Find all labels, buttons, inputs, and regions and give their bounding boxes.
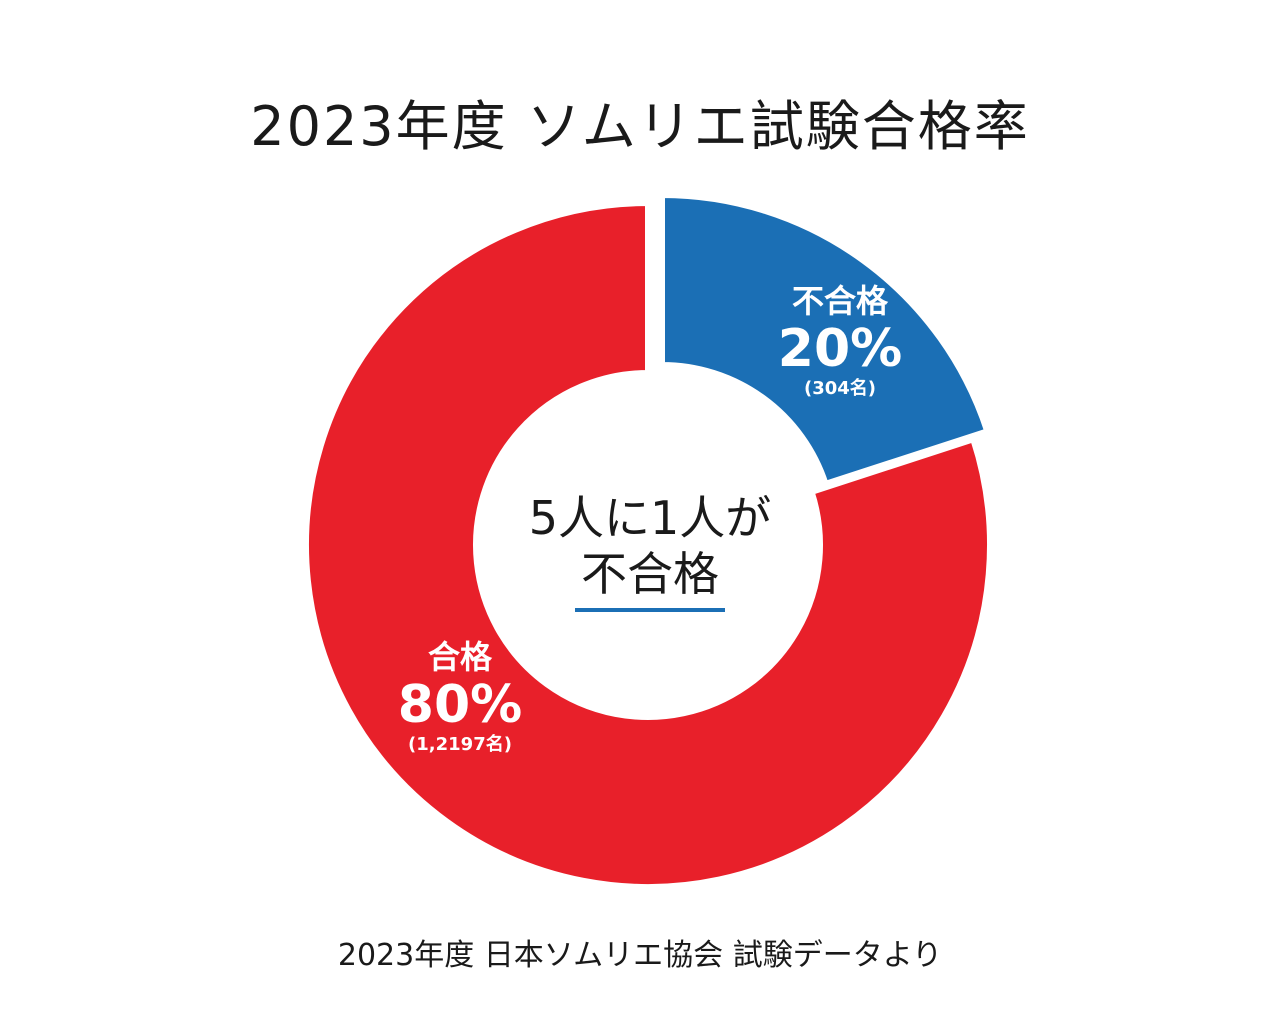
donut-slice-fail <box>659 191 992 488</box>
source-note: 2023年度 日本ソムリエ協会 試験データより <box>337 938 943 973</box>
slice-label-name: 合格 <box>427 638 492 676</box>
center-label-line2: 不合格 <box>575 546 725 612</box>
center-label-line1: 5人に1人が <box>528 491 772 545</box>
slice-label-fail: 不合格 20% (304名) <box>755 282 925 400</box>
chart-title: 2023年度 ソムリエ試験合格率 <box>250 95 1030 158</box>
slice-label-pass: 合格 80% (1,2197名) <box>375 638 545 756</box>
slice-label-name: 不合格 <box>791 282 888 320</box>
slice-label-count: (1,2197名) <box>408 734 512 755</box>
slice-label-percent: 20% <box>777 319 903 379</box>
slice-label-percent: 80% <box>397 675 523 735</box>
center-label: 5人に1人が 不合格 <box>460 490 840 612</box>
slice-label-count: (304名) <box>803 378 877 399</box>
donut-slice-pass <box>303 199 993 890</box>
